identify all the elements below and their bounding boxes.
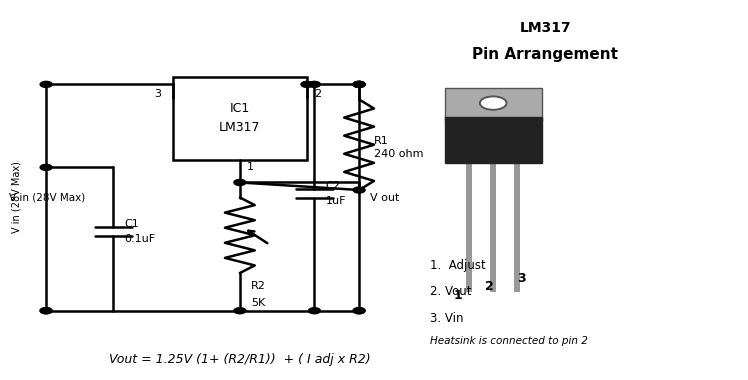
Text: LM317: LM317 bbox=[219, 121, 260, 134]
Circle shape bbox=[479, 96, 506, 110]
Circle shape bbox=[234, 179, 246, 185]
Text: IC1: IC1 bbox=[230, 102, 250, 116]
Text: R1: R1 bbox=[374, 136, 389, 146]
Text: 2. Vout: 2. Vout bbox=[430, 285, 471, 298]
Bar bbox=[445, 88, 542, 121]
Text: Vout = 1.25V (1+ (R2/R1))  + ( I adj x R2): Vout = 1.25V (1+ (R2/R1)) + ( I adj x R2… bbox=[109, 353, 371, 366]
Text: 1.  Adjust: 1. Adjust bbox=[430, 259, 485, 272]
Text: C1: C1 bbox=[124, 219, 139, 229]
Circle shape bbox=[353, 81, 365, 87]
Text: LM317: LM317 bbox=[520, 21, 571, 35]
Bar bbox=[173, 77, 307, 160]
Circle shape bbox=[40, 308, 52, 314]
Text: 1: 1 bbox=[453, 289, 462, 302]
Bar bbox=[490, 151, 496, 292]
Text: 3: 3 bbox=[155, 89, 162, 99]
Circle shape bbox=[40, 81, 52, 87]
Text: V in (28V Max): V in (28V Max) bbox=[9, 193, 85, 203]
Circle shape bbox=[353, 187, 365, 193]
Text: 2: 2 bbox=[314, 89, 322, 99]
Circle shape bbox=[353, 308, 365, 314]
Bar bbox=[445, 117, 542, 163]
Circle shape bbox=[40, 164, 52, 170]
Text: 5K: 5K bbox=[251, 298, 266, 307]
Circle shape bbox=[308, 81, 320, 87]
Text: 1: 1 bbox=[248, 162, 254, 173]
Bar bbox=[466, 151, 472, 292]
Circle shape bbox=[353, 81, 365, 87]
Circle shape bbox=[301, 81, 313, 87]
Text: C2: C2 bbox=[325, 181, 340, 191]
Circle shape bbox=[353, 308, 365, 314]
Text: 3. Vin: 3. Vin bbox=[430, 312, 464, 325]
Circle shape bbox=[308, 308, 320, 314]
Text: 240 ohm: 240 ohm bbox=[374, 149, 423, 159]
Text: 3: 3 bbox=[517, 272, 526, 285]
Circle shape bbox=[40, 308, 52, 314]
Bar bbox=[515, 151, 521, 292]
Text: R2: R2 bbox=[251, 280, 266, 291]
Circle shape bbox=[234, 308, 246, 314]
Text: 2: 2 bbox=[485, 280, 494, 293]
Text: V in (28V Max): V in (28V Max) bbox=[11, 162, 21, 233]
Text: V out: V out bbox=[370, 193, 399, 203]
Circle shape bbox=[353, 81, 365, 87]
Text: Pin Arrangement: Pin Arrangement bbox=[473, 47, 619, 62]
Text: 0.1uF: 0.1uF bbox=[124, 234, 156, 244]
Text: 1uF: 1uF bbox=[325, 196, 346, 206]
Text: Heatsink is connected to pin 2: Heatsink is connected to pin 2 bbox=[430, 336, 588, 346]
